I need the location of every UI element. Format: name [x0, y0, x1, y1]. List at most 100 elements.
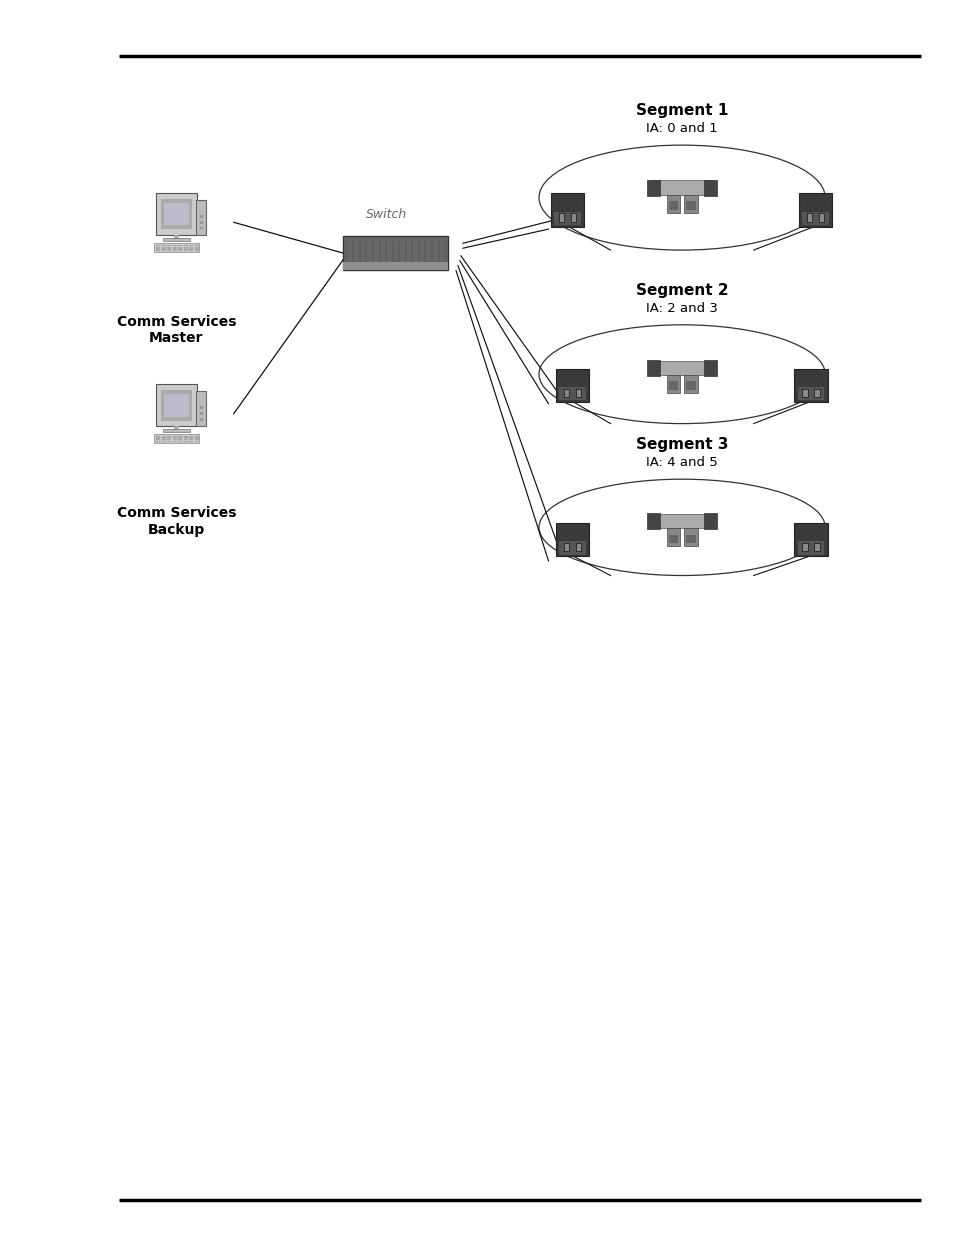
- Bar: [703, 361, 716, 375]
- Bar: [178, 436, 182, 438]
- FancyBboxPatch shape: [195, 391, 206, 426]
- Bar: [563, 543, 568, 551]
- Bar: [814, 543, 819, 551]
- Bar: [801, 543, 806, 551]
- FancyBboxPatch shape: [163, 394, 189, 417]
- Bar: [167, 249, 172, 251]
- Bar: [668, 382, 678, 390]
- Bar: [167, 245, 172, 247]
- Bar: [162, 245, 166, 247]
- Bar: [194, 441, 199, 442]
- Bar: [156, 441, 160, 442]
- Bar: [200, 215, 203, 217]
- Bar: [172, 247, 176, 248]
- Bar: [650, 361, 713, 375]
- Bar: [162, 249, 166, 251]
- Bar: [647, 361, 659, 375]
- Bar: [156, 249, 160, 251]
- Bar: [554, 211, 580, 225]
- Text: IA: 2 and 3: IA: 2 and 3: [645, 301, 718, 315]
- FancyBboxPatch shape: [793, 369, 827, 403]
- Bar: [184, 438, 188, 440]
- Bar: [167, 247, 172, 248]
- Bar: [200, 406, 203, 409]
- Bar: [184, 249, 188, 251]
- Text: Switch: Switch: [365, 207, 407, 221]
- Bar: [156, 245, 160, 247]
- Text: IA: 0 and 1: IA: 0 and 1: [645, 122, 718, 136]
- Bar: [162, 441, 166, 442]
- FancyBboxPatch shape: [155, 384, 197, 426]
- Bar: [172, 245, 176, 247]
- FancyBboxPatch shape: [160, 390, 192, 421]
- Bar: [172, 438, 176, 440]
- Bar: [167, 436, 172, 438]
- Bar: [194, 436, 199, 438]
- Bar: [194, 247, 199, 248]
- FancyBboxPatch shape: [555, 369, 589, 403]
- Bar: [167, 438, 172, 440]
- Bar: [558, 214, 563, 221]
- Bar: [189, 441, 193, 442]
- Bar: [666, 529, 679, 546]
- Bar: [189, 438, 193, 440]
- Bar: [163, 430, 190, 432]
- FancyBboxPatch shape: [555, 524, 589, 557]
- Bar: [162, 438, 166, 440]
- Bar: [797, 541, 823, 555]
- Bar: [178, 438, 182, 440]
- Bar: [194, 245, 199, 247]
- Bar: [685, 535, 695, 543]
- Bar: [703, 514, 716, 529]
- Bar: [178, 249, 182, 251]
- Bar: [819, 214, 823, 221]
- Bar: [797, 387, 823, 400]
- Bar: [167, 441, 172, 442]
- Bar: [178, 247, 182, 248]
- Bar: [156, 438, 160, 440]
- FancyBboxPatch shape: [195, 200, 206, 235]
- Bar: [172, 249, 176, 251]
- Bar: [685, 382, 695, 390]
- Bar: [156, 436, 160, 438]
- Bar: [163, 238, 190, 241]
- Bar: [801, 389, 806, 396]
- Bar: [814, 389, 819, 396]
- Bar: [200, 227, 203, 230]
- FancyBboxPatch shape: [153, 243, 199, 252]
- FancyBboxPatch shape: [343, 236, 448, 270]
- Bar: [683, 195, 697, 212]
- Bar: [184, 245, 188, 247]
- Text: Segment 3: Segment 3: [636, 437, 727, 452]
- Bar: [173, 426, 179, 430]
- Bar: [576, 543, 580, 551]
- Bar: [194, 438, 199, 440]
- Bar: [683, 375, 697, 393]
- FancyBboxPatch shape: [153, 435, 199, 443]
- Bar: [685, 201, 695, 210]
- Bar: [189, 436, 193, 438]
- FancyBboxPatch shape: [155, 193, 197, 235]
- Text: Comm Services
Master: Comm Services Master: [116, 315, 236, 345]
- Bar: [683, 529, 697, 546]
- Bar: [668, 535, 678, 543]
- Bar: [666, 375, 679, 393]
- Bar: [703, 179, 716, 195]
- Bar: [650, 180, 713, 195]
- Bar: [189, 247, 193, 248]
- Bar: [558, 541, 585, 555]
- Text: Segment 2: Segment 2: [635, 283, 728, 298]
- Bar: [156, 247, 160, 248]
- Bar: [172, 441, 176, 442]
- FancyBboxPatch shape: [798, 193, 832, 227]
- Bar: [343, 262, 448, 270]
- Bar: [558, 387, 585, 400]
- Bar: [172, 436, 176, 438]
- Bar: [563, 389, 568, 396]
- Bar: [576, 389, 580, 396]
- Bar: [650, 514, 713, 529]
- Bar: [184, 441, 188, 442]
- Text: Segment 1: Segment 1: [636, 103, 727, 119]
- Bar: [184, 247, 188, 248]
- Bar: [200, 419, 203, 421]
